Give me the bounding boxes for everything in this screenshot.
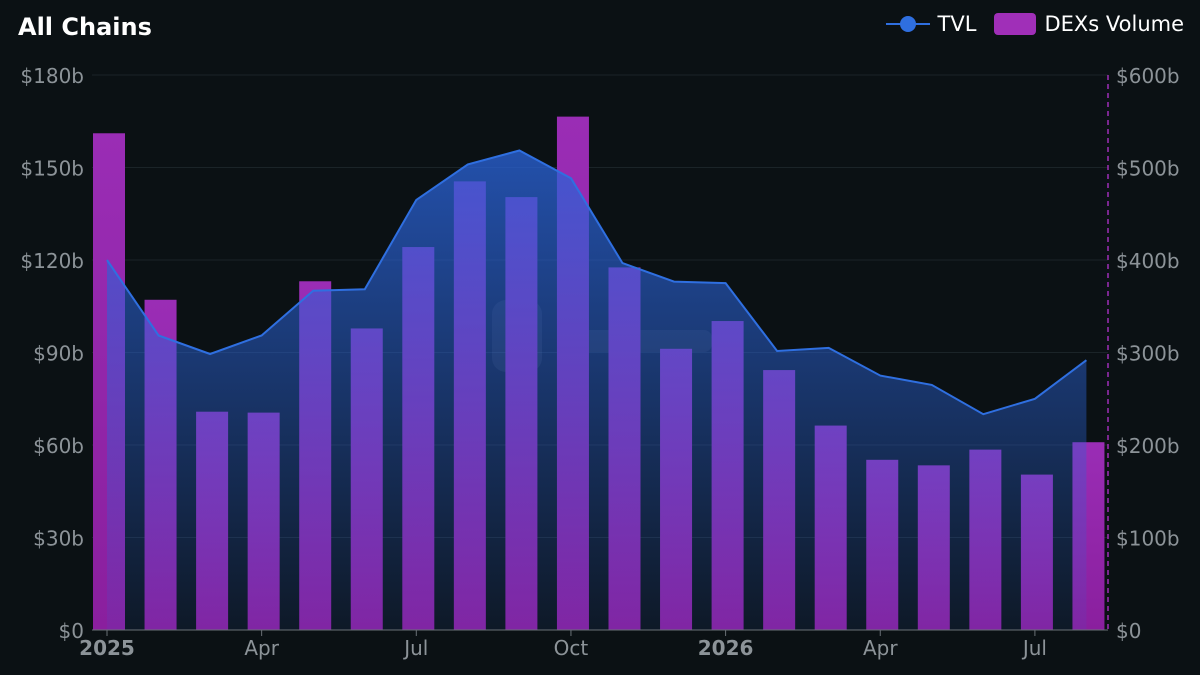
legend-item-tvl[interactable]: TVL xyxy=(885,12,977,36)
x-tick-label: Apr xyxy=(863,636,898,660)
y-left-tick-label: $120b xyxy=(20,249,84,273)
x-tick-label: Apr xyxy=(244,636,279,660)
tvl-line[interactable] xyxy=(106,149,1087,416)
legend-swatch-tvl xyxy=(885,14,930,34)
tvl-area xyxy=(106,149,1087,630)
legend-label-dexs-volume: DEXs Volume xyxy=(1044,12,1184,36)
tvl-area-fill xyxy=(107,150,1087,630)
axis-labels: $0 $0 $30b $100b $60b $200b $90b $300b $120b $400… xyxy=(20,64,1179,660)
y-left-tick-label: $60b xyxy=(33,434,84,458)
y-left-tick-label: $180b xyxy=(20,64,84,88)
y-left-tick-label: $30b xyxy=(33,527,84,551)
x-tick-label: Jul xyxy=(402,636,428,660)
y-left-tick-label: $90b xyxy=(33,342,84,366)
y-right-tick-label: $0 xyxy=(1116,619,1141,643)
y-left-tick-label: $0 xyxy=(59,619,84,643)
x-tick-label: 2026 xyxy=(698,636,754,660)
axes xyxy=(92,75,1109,636)
y-right-tick-label: $400b xyxy=(1116,249,1180,273)
y-right-tick-label: $300b xyxy=(1116,342,1180,366)
legend-swatch-dexs-volume xyxy=(994,13,1037,35)
y-right-tick-label: $600b xyxy=(1116,64,1180,88)
y-right-tick-label: $100b xyxy=(1116,527,1180,551)
y-right-tick-label: $200b xyxy=(1116,434,1180,458)
chart-title: All Chains xyxy=(18,13,152,41)
legend-label-tvl: TVL xyxy=(937,12,977,36)
x-tick-label: Oct xyxy=(554,636,589,660)
x-tick-label: Jul xyxy=(1021,636,1047,660)
legend-item-dexs-volume[interactable]: DEXs Volume xyxy=(994,12,1184,36)
x-tick-label: 2025 xyxy=(79,636,135,660)
y-right-tick-label: $500b xyxy=(1116,157,1180,181)
legend: TVL DEXs Volume xyxy=(885,12,1184,36)
y-left-tick-label: $150b xyxy=(20,157,84,181)
